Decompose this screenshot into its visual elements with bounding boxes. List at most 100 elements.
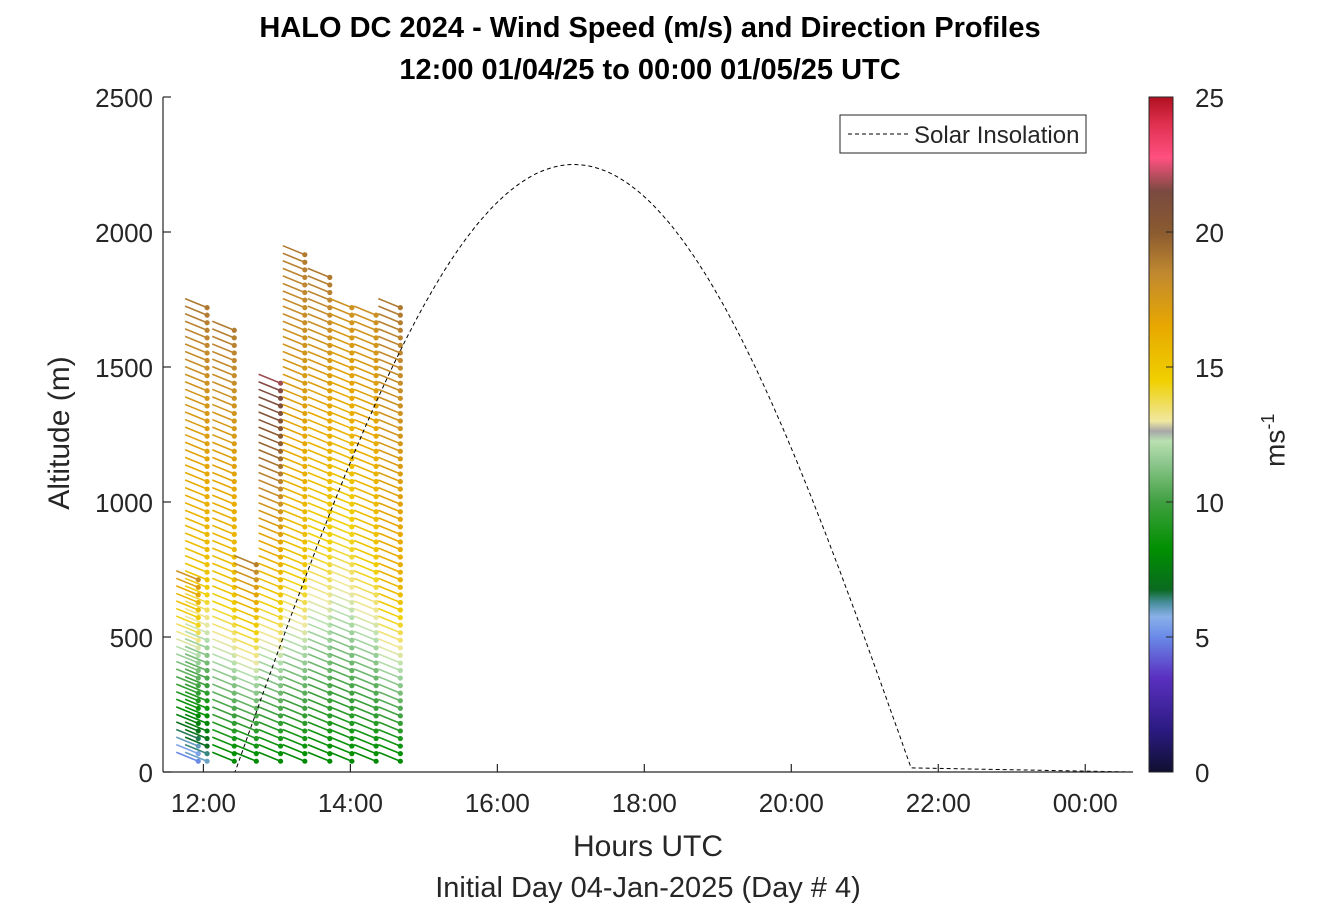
wind-barb bbox=[282, 577, 306, 589]
wind-barb-point bbox=[302, 259, 308, 265]
wind-barb bbox=[184, 675, 208, 687]
wind-barb bbox=[353, 751, 377, 762]
wind-barb-point bbox=[397, 577, 403, 583]
wind-barb bbox=[258, 660, 281, 672]
wind-barb bbox=[175, 683, 199, 694]
wind-barb bbox=[234, 653, 257, 664]
wind-barb bbox=[329, 433, 353, 445]
wind-barb-point bbox=[302, 584, 308, 590]
wind-barb bbox=[378, 577, 401, 589]
wind-barb bbox=[307, 358, 331, 369]
wind-barb bbox=[175, 668, 199, 679]
wind-barb bbox=[378, 373, 401, 384]
wind-barb bbox=[378, 668, 401, 679]
wind-barb bbox=[234, 600, 257, 611]
wind-barb-point bbox=[349, 713, 355, 719]
wind-barb-point bbox=[349, 743, 355, 749]
wind-barb bbox=[378, 396, 401, 407]
wind-barb-point bbox=[253, 577, 259, 583]
wind-barb bbox=[258, 403, 281, 415]
wind-barb bbox=[353, 554, 377, 566]
wind-barb bbox=[307, 585, 331, 596]
wind-barb-point bbox=[231, 327, 237, 333]
wind-barb-point bbox=[302, 403, 308, 409]
wind-barb-point bbox=[397, 531, 403, 538]
wind-barb-point bbox=[231, 539, 237, 545]
wind-barb bbox=[184, 592, 208, 604]
wind-barb bbox=[282, 736, 306, 747]
wind-barb bbox=[378, 630, 401, 641]
wind-barb bbox=[307, 501, 331, 513]
wind-barb-point bbox=[302, 735, 308, 742]
wind-barb-point bbox=[277, 456, 284, 462]
wind-barb bbox=[329, 464, 353, 475]
wind-barb bbox=[211, 577, 235, 589]
wind-barb-point bbox=[397, 637, 403, 643]
wind-barb bbox=[353, 456, 377, 468]
wind-barb-point bbox=[373, 373, 379, 379]
wind-barb bbox=[353, 577, 377, 589]
wind-barb bbox=[329, 622, 353, 634]
wind-barb bbox=[211, 373, 235, 384]
wind-barb bbox=[378, 721, 401, 732]
wind-barb bbox=[329, 570, 353, 581]
wind-barb bbox=[211, 320, 235, 332]
wind-barb-point bbox=[397, 433, 403, 439]
wind-barb bbox=[353, 509, 377, 521]
wind-barb bbox=[282, 260, 306, 271]
wind-barb bbox=[258, 698, 281, 710]
wind-barb-point bbox=[397, 607, 403, 613]
wind-barb-point bbox=[349, 660, 355, 666]
wind-barb bbox=[353, 486, 377, 498]
wind-barb-point bbox=[302, 463, 308, 469]
wind-barb bbox=[329, 690, 353, 702]
wind-barb bbox=[234, 562, 257, 573]
legend: Solar Insolation bbox=[839, 114, 1087, 154]
wind-barb-point bbox=[253, 562, 259, 568]
wind-barb bbox=[282, 290, 306, 301]
wind-barb-point bbox=[302, 486, 308, 492]
wind-barb-point bbox=[302, 652, 308, 658]
wind-barb-point bbox=[349, 335, 355, 341]
wind-barb bbox=[378, 486, 401, 498]
wind-barb-point bbox=[397, 667, 403, 674]
wind-barb bbox=[307, 622, 331, 634]
wind-barb bbox=[184, 713, 208, 725]
wind-barb bbox=[211, 607, 235, 619]
wind-barb-point bbox=[204, 350, 210, 356]
wind-barb-point bbox=[349, 388, 355, 394]
wind-barb-point bbox=[373, 735, 379, 742]
wind-barb-point bbox=[302, 448, 308, 454]
colorbar-tick-label: 20 bbox=[1195, 218, 1224, 248]
wind-barb bbox=[378, 751, 401, 762]
colorbar-ticks: 0 5 10 15 20 25 bbox=[1166, 83, 1224, 788]
wind-barb bbox=[307, 456, 331, 468]
wind-barb-point bbox=[397, 441, 403, 447]
wind-barb bbox=[353, 373, 377, 384]
wind-barb-point bbox=[302, 524, 308, 530]
wind-barb-point bbox=[302, 335, 308, 341]
wind-barb-point bbox=[397, 720, 403, 727]
wind-barb-point bbox=[327, 274, 333, 280]
wind-barb bbox=[282, 471, 306, 483]
wind-barb bbox=[329, 517, 353, 528]
wind-barb bbox=[307, 486, 331, 498]
wind-barb bbox=[378, 622, 401, 634]
wind-barb bbox=[184, 721, 208, 732]
wind-barb-point bbox=[397, 539, 403, 545]
y-ticks: 0 500 1000 1500 2000 2500 bbox=[95, 83, 171, 788]
wind-barbs bbox=[175, 244, 403, 764]
wind-barb-point bbox=[349, 569, 355, 575]
wind-barb-point bbox=[349, 614, 355, 621]
wind-barb bbox=[329, 396, 353, 407]
wind-barb-point bbox=[204, 357, 210, 364]
wind-barb bbox=[211, 501, 235, 513]
wind-barb bbox=[329, 743, 353, 755]
wind-barb bbox=[258, 706, 281, 717]
wind-barb-point bbox=[204, 312, 210, 318]
wind-barb bbox=[282, 381, 306, 392]
wind-barb bbox=[184, 335, 208, 347]
wind-barb bbox=[329, 358, 353, 369]
wind-barb-point bbox=[397, 743, 403, 749]
wind-barb bbox=[329, 365, 353, 377]
